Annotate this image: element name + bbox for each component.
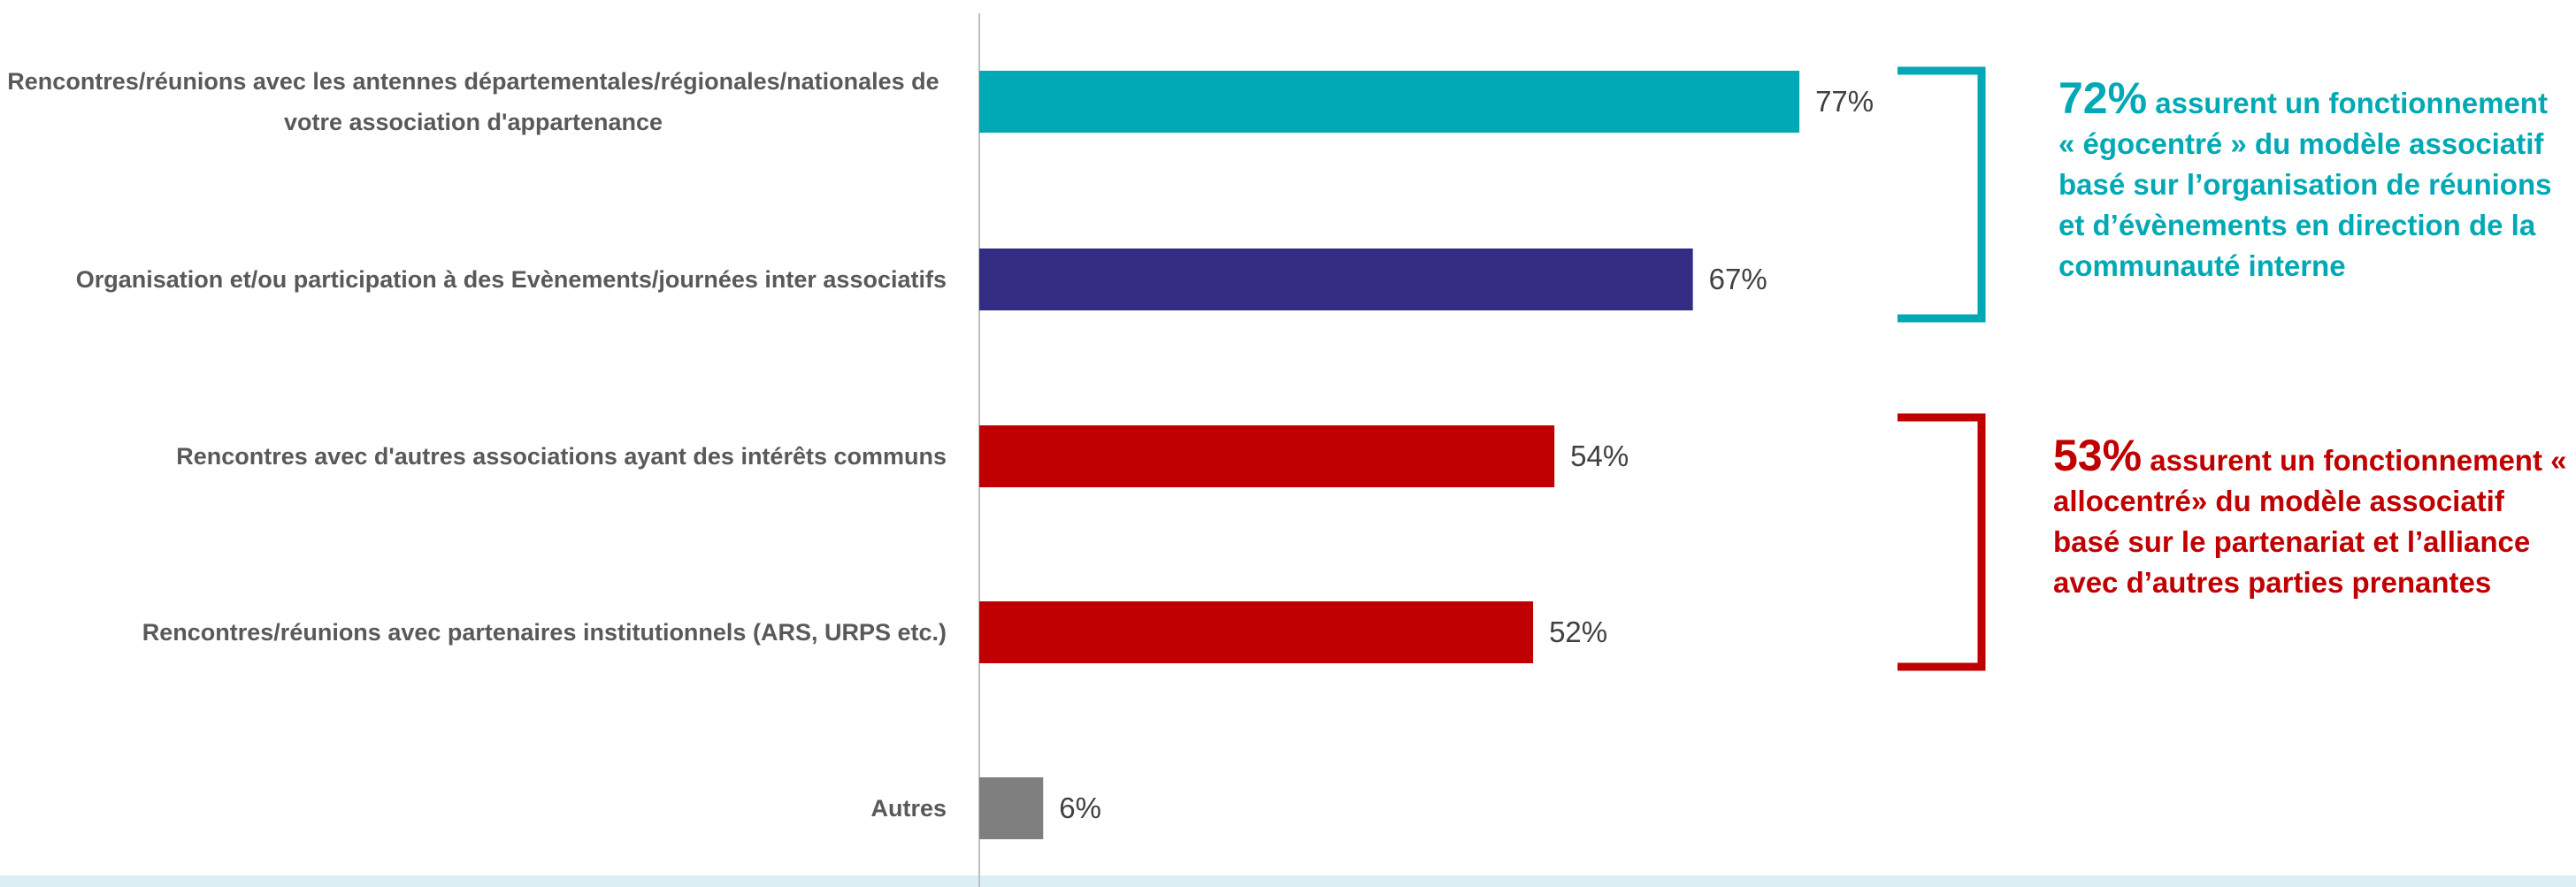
category-label: Rencontres avec d'autres associations ay… <box>176 443 947 470</box>
bar <box>979 71 1800 133</box>
category-label: Organisation et/ou participation à des E… <box>75 266 947 293</box>
bottom-band <box>0 876 2576 887</box>
annotation-text: assurent un fonctionnement « allocentré»… <box>2053 444 2567 599</box>
bracket <box>1898 66 1986 323</box>
category-label: Rencontres/réunions avec les antennes dé… <box>7 68 939 135</box>
category-label: Rencontres/réunions avec partenaires ins… <box>142 619 947 646</box>
category-label: Autres <box>870 795 947 822</box>
annotation: 72% assurent un fonctionnement « égocent… <box>2058 76 2554 287</box>
bar <box>979 601 1534 663</box>
value-label: 67% <box>1708 263 1767 295</box>
bar <box>979 249 1693 310</box>
bar <box>979 777 1044 839</box>
value-label: 54% <box>1570 440 1629 472</box>
annotation-highlight: 53% <box>2053 431 2143 480</box>
bracket <box>1898 413 1986 671</box>
value-label: 6% <box>1059 791 1101 824</box>
value-label: 77% <box>1815 85 1874 118</box>
annotation-highlight: 72% <box>2058 73 2148 123</box>
value-label: 52% <box>1549 616 1608 648</box>
bar <box>979 425 1555 487</box>
annotation: 53% assurent un fonctionnement « allocen… <box>2053 433 2571 603</box>
annotation-text: assurent un fonctionnement « égocentré »… <box>2058 87 2552 282</box>
